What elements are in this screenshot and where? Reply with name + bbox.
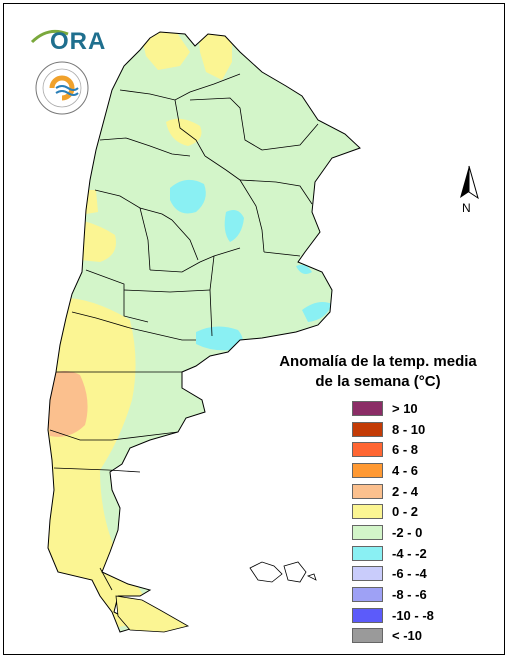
legend-item: 8 - 10 xyxy=(352,419,478,440)
legend-items: > 10 8 - 10 6 - 8 4 - 6 2 - 4 0 - 2 -2 - 0 -4 -… xyxy=(352,398,478,646)
legend-swatch xyxy=(352,421,383,437)
legend-item: 6 - 8 xyxy=(352,439,478,460)
legend-label: 6 - 8 xyxy=(392,442,419,458)
tierra-del-fuego xyxy=(115,595,190,633)
legend-item: > 10 xyxy=(352,398,478,419)
legend-label: < -10 xyxy=(392,628,422,644)
legend-swatch xyxy=(352,566,383,582)
north-arrow-icon xyxy=(460,165,479,200)
legend-title-line2: de la semana (°C) xyxy=(315,373,441,390)
legend-swatch xyxy=(352,400,383,416)
ora-logo xyxy=(30,29,89,115)
malvinas-islands xyxy=(249,561,317,583)
legend: Anomalía de la temp. media de la semana … xyxy=(278,352,478,646)
legend-label: -2 - 0 xyxy=(392,524,423,540)
legend-label: -4 - -2 xyxy=(392,545,427,561)
legend-swatch xyxy=(352,587,383,603)
legend-swatch xyxy=(352,545,383,561)
legend-swatch xyxy=(352,628,383,644)
legend-swatch xyxy=(352,504,383,520)
legend-label: 8 - 10 xyxy=(392,421,426,437)
legend-label: 0 - 2 xyxy=(392,504,419,520)
legend-item: < -10 xyxy=(352,626,478,647)
legend-label: 4 - 6 xyxy=(392,462,419,478)
legend-label: > 10 xyxy=(392,400,418,416)
legend-item: -4 - -2 xyxy=(352,543,478,564)
legend-label: -8 - -6 xyxy=(392,587,427,603)
legend-swatch xyxy=(352,524,383,540)
legend-title-line1: Anomalía de la temp. media xyxy=(279,353,477,370)
legend-label: 2 - 4 xyxy=(392,483,419,499)
legend-item: 0 - 2 xyxy=(352,501,478,522)
legend-label: -10 - -8 xyxy=(392,607,434,623)
legend-label: -6 - -4 xyxy=(392,566,427,582)
province-boundaries xyxy=(49,73,319,591)
legend-swatch xyxy=(352,442,383,458)
legend-item: -6 - -4 xyxy=(352,564,478,585)
legend-item: 2 - 4 xyxy=(352,481,478,502)
legend-item: -10 - -8 xyxy=(352,605,478,626)
legend-item: -2 - 0 xyxy=(352,522,478,543)
legend-item: -8 - -6 xyxy=(352,584,478,605)
legend-swatch xyxy=(352,462,383,478)
legend-swatch xyxy=(352,483,383,499)
north-label: N xyxy=(462,201,471,215)
legend-swatch xyxy=(352,607,383,623)
ora-wordmark: ORA xyxy=(50,28,107,55)
legend-item: 4 - 6 xyxy=(352,460,478,481)
